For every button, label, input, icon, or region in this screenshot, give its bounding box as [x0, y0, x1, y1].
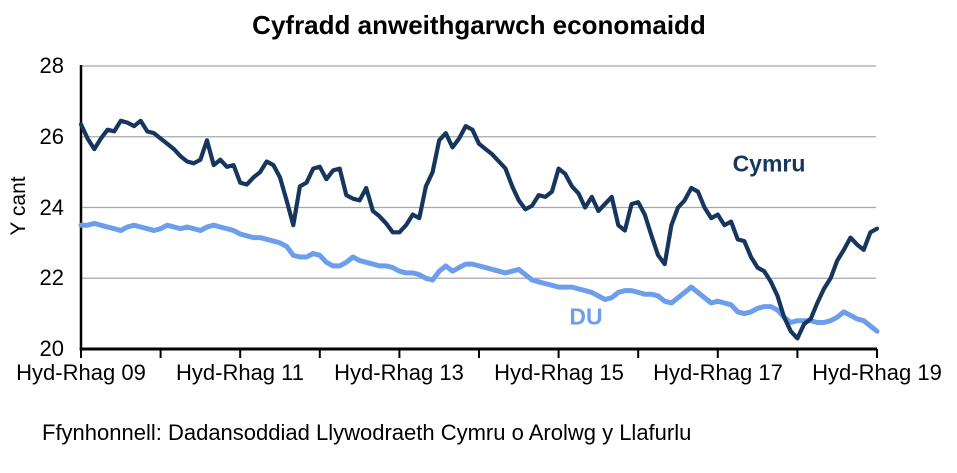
- du-line: [78, 220, 880, 334]
- y-tick-label-26: 26: [39, 124, 64, 149]
- x-tick-label-09: Hyd-Rhag 09: [16, 360, 146, 385]
- du-series-label: DU: [569, 303, 603, 330]
- x-tick-label-19: Hyd-Rhag 19: [812, 360, 942, 385]
- x-axis-ticks: [80, 349, 878, 358]
- y-tick-label-24: 24: [39, 195, 64, 220]
- y-tick-label-28: 28: [39, 53, 64, 78]
- chart-title: Cyfradd anweithgarwch economaidd: [252, 10, 706, 40]
- x-tick-label-15: Hyd-Rhag 15: [494, 360, 624, 385]
- x-tick-label-13: Hyd-Rhag 13: [334, 360, 464, 385]
- cymru-line: [78, 118, 880, 341]
- cymru-series-label: Cymru: [732, 150, 806, 177]
- source-note: Ffynhonnell: Dadansoddiad Llywodraeth Cy…: [42, 420, 692, 445]
- gridlines: [81, 65, 876, 279]
- x-tick-label-11: Hyd-Rhag 11: [176, 360, 304, 385]
- x-tick-label-17: Hyd-Rhag 17: [653, 360, 783, 385]
- y-tick-label-22: 22: [39, 265, 64, 290]
- y-tick-label-20: 20: [39, 336, 64, 361]
